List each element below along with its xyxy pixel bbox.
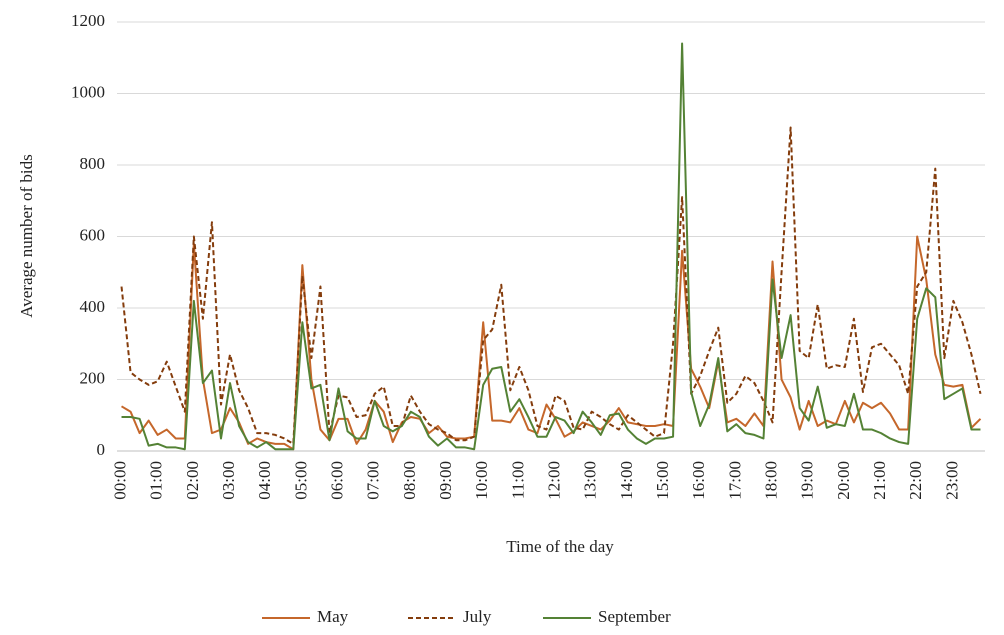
x-tick-label: 18:00 [761,461,780,500]
x-tick-label: 05:00 [291,461,310,500]
y-axis-title: Average number of bids [17,154,36,318]
x-tick-label: 19:00 [798,461,817,500]
y-tick-label: 0 [97,440,106,459]
legend-label: September [598,607,671,626]
x-tick-label: 07:00 [364,461,383,500]
x-tick-label: 20:00 [834,461,853,500]
data-line [121,235,982,451]
x-tick-label: 13:00 [581,461,600,500]
x-tick-label: 23:00 [942,461,961,500]
data-line [121,42,981,451]
x-tick-label: 08:00 [400,461,419,500]
x-tick-label: 10:00 [472,461,491,500]
x-tick-label: 03:00 [219,461,238,500]
y-tick-label: 200 [80,368,106,387]
x-tick-label: 00:00 [110,461,129,500]
y-tick-label: 1000 [71,82,105,101]
legend-label: July [463,607,492,626]
y-tick-label: 1200 [71,11,105,30]
x-tick-label: 02:00 [183,461,202,500]
x-tick-label: 06:00 [327,461,346,500]
x-axis-title: Time of the day [506,537,614,556]
x-tick-label: 11:00 [508,461,527,499]
data-line [120,126,982,445]
x-tick-label: 04:00 [255,461,274,500]
y-tick-label: 400 [80,297,106,316]
y-tick-label: 600 [80,225,106,244]
legend-label: May [317,607,349,626]
x-tick-label: 09:00 [436,461,455,500]
x-tick-label: 21:00 [870,461,889,500]
x-tick-label: 22:00 [906,461,925,500]
x-tick-label: 17:00 [725,461,744,500]
x-tick-label: 15:00 [653,461,672,500]
x-tick-label: 01:00 [147,461,166,500]
x-tick-label: 12:00 [544,461,563,500]
x-tick-label: 14:00 [617,461,636,500]
x-tick-label: 16:00 [689,461,708,500]
y-tick-label: 800 [80,154,106,173]
